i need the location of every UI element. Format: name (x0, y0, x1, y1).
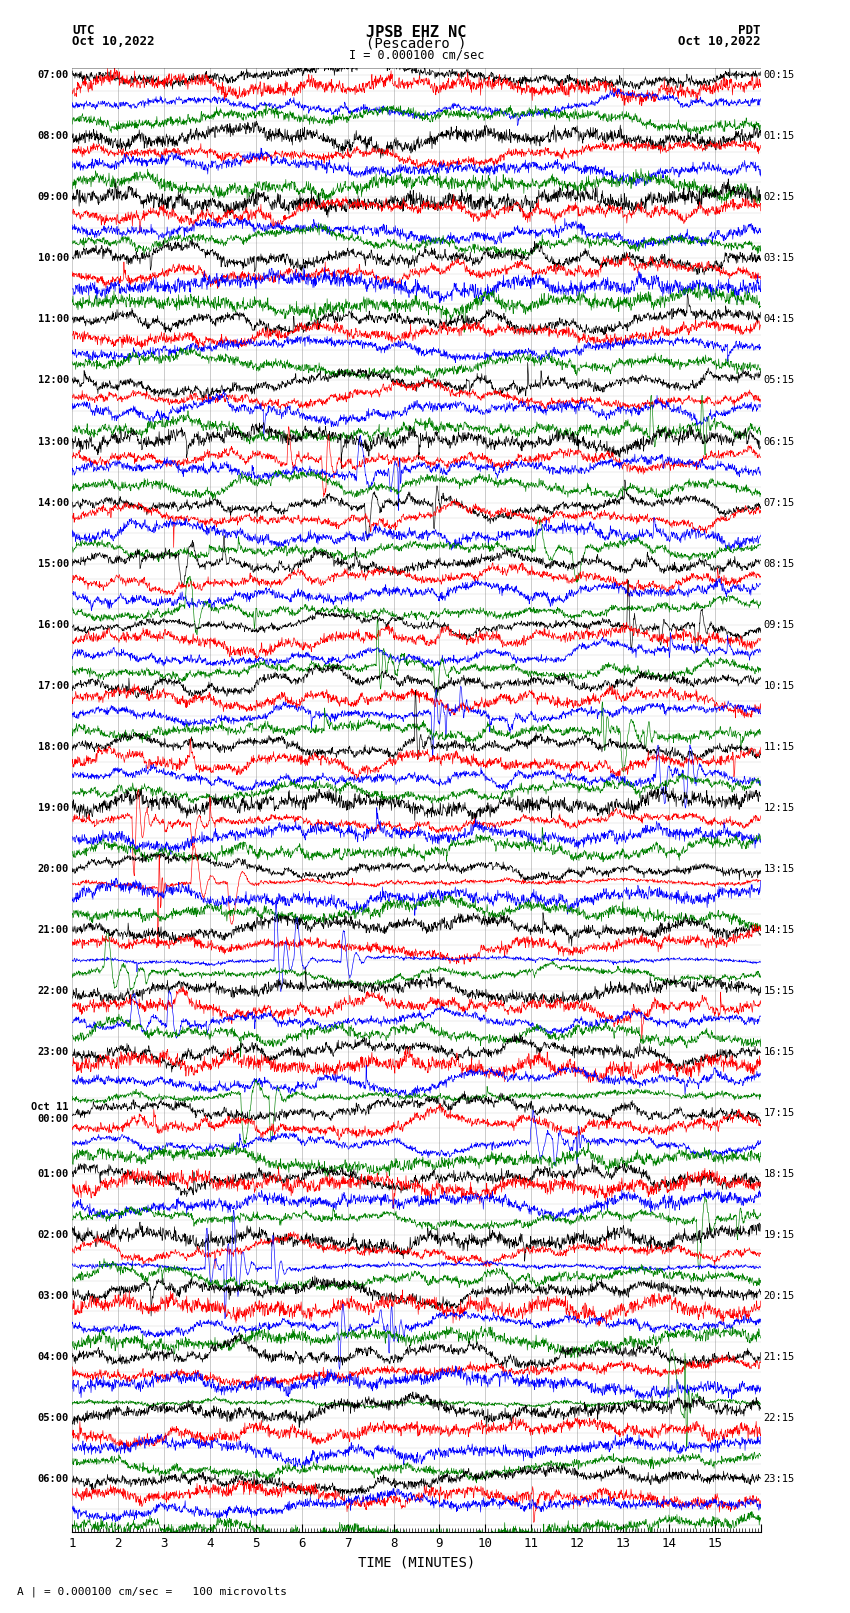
Text: 13:15: 13:15 (763, 863, 795, 874)
Text: 04:00: 04:00 (37, 1352, 69, 1361)
Text: 07:00: 07:00 (37, 71, 69, 81)
Text: 06:00: 06:00 (37, 1474, 69, 1484)
Text: 05:15: 05:15 (763, 376, 795, 386)
Text: A | = 0.000100 cm/sec =   100 microvolts: A | = 0.000100 cm/sec = 100 microvolts (17, 1586, 287, 1597)
Text: 20:15: 20:15 (763, 1290, 795, 1300)
Text: 21:15: 21:15 (763, 1352, 795, 1361)
Text: JPSB EHZ NC: JPSB EHZ NC (366, 24, 467, 39)
Text: 04:15: 04:15 (763, 315, 795, 324)
Text: 18:15: 18:15 (763, 1169, 795, 1179)
Text: 11:15: 11:15 (763, 742, 795, 752)
Text: 21:00: 21:00 (37, 924, 69, 934)
Text: 19:00: 19:00 (37, 803, 69, 813)
Text: UTC: UTC (72, 24, 94, 37)
Text: 16:15: 16:15 (763, 1047, 795, 1057)
Text: 14:15: 14:15 (763, 924, 795, 934)
Text: 07:15: 07:15 (763, 497, 795, 508)
Text: PDT: PDT (739, 24, 761, 37)
Text: 17:15: 17:15 (763, 1108, 795, 1118)
Text: Oct 10,2022: Oct 10,2022 (72, 35, 155, 48)
Text: 01:00: 01:00 (37, 1169, 69, 1179)
Text: 08:15: 08:15 (763, 558, 795, 568)
Text: 06:15: 06:15 (763, 437, 795, 447)
Text: Oct 10,2022: Oct 10,2022 (678, 35, 761, 48)
Text: 11:00: 11:00 (37, 315, 69, 324)
Text: 02:15: 02:15 (763, 192, 795, 202)
Text: 16:00: 16:00 (37, 619, 69, 629)
Text: 10:15: 10:15 (763, 681, 795, 690)
Text: 08:00: 08:00 (37, 131, 69, 142)
Text: 15:15: 15:15 (763, 986, 795, 995)
Text: I = 0.000100 cm/sec: I = 0.000100 cm/sec (348, 48, 484, 61)
Text: 02:00: 02:00 (37, 1229, 69, 1240)
Text: 23:15: 23:15 (763, 1474, 795, 1484)
Text: 03:00: 03:00 (37, 1290, 69, 1300)
Text: 01:15: 01:15 (763, 131, 795, 142)
Text: 05:00: 05:00 (37, 1413, 69, 1423)
Text: 12:00: 12:00 (37, 376, 69, 386)
Text: 17:00: 17:00 (37, 681, 69, 690)
Text: 19:15: 19:15 (763, 1229, 795, 1240)
Text: 12:15: 12:15 (763, 803, 795, 813)
Text: 23:00: 23:00 (37, 1047, 69, 1057)
Text: 22:15: 22:15 (763, 1413, 795, 1423)
Text: 10:00: 10:00 (37, 253, 69, 263)
Text: 18:00: 18:00 (37, 742, 69, 752)
Text: 20:00: 20:00 (37, 863, 69, 874)
X-axis label: TIME (MINUTES): TIME (MINUTES) (358, 1557, 475, 1569)
Text: 15:00: 15:00 (37, 558, 69, 568)
Text: Oct 11
00:00: Oct 11 00:00 (31, 1102, 69, 1124)
Text: (Pescadero ): (Pescadero ) (366, 35, 467, 50)
Text: 03:15: 03:15 (763, 253, 795, 263)
Text: 14:00: 14:00 (37, 497, 69, 508)
Text: 09:15: 09:15 (763, 619, 795, 629)
Text: 09:00: 09:00 (37, 192, 69, 202)
Text: 00:15: 00:15 (763, 71, 795, 81)
Text: 13:00: 13:00 (37, 437, 69, 447)
Text: 22:00: 22:00 (37, 986, 69, 995)
